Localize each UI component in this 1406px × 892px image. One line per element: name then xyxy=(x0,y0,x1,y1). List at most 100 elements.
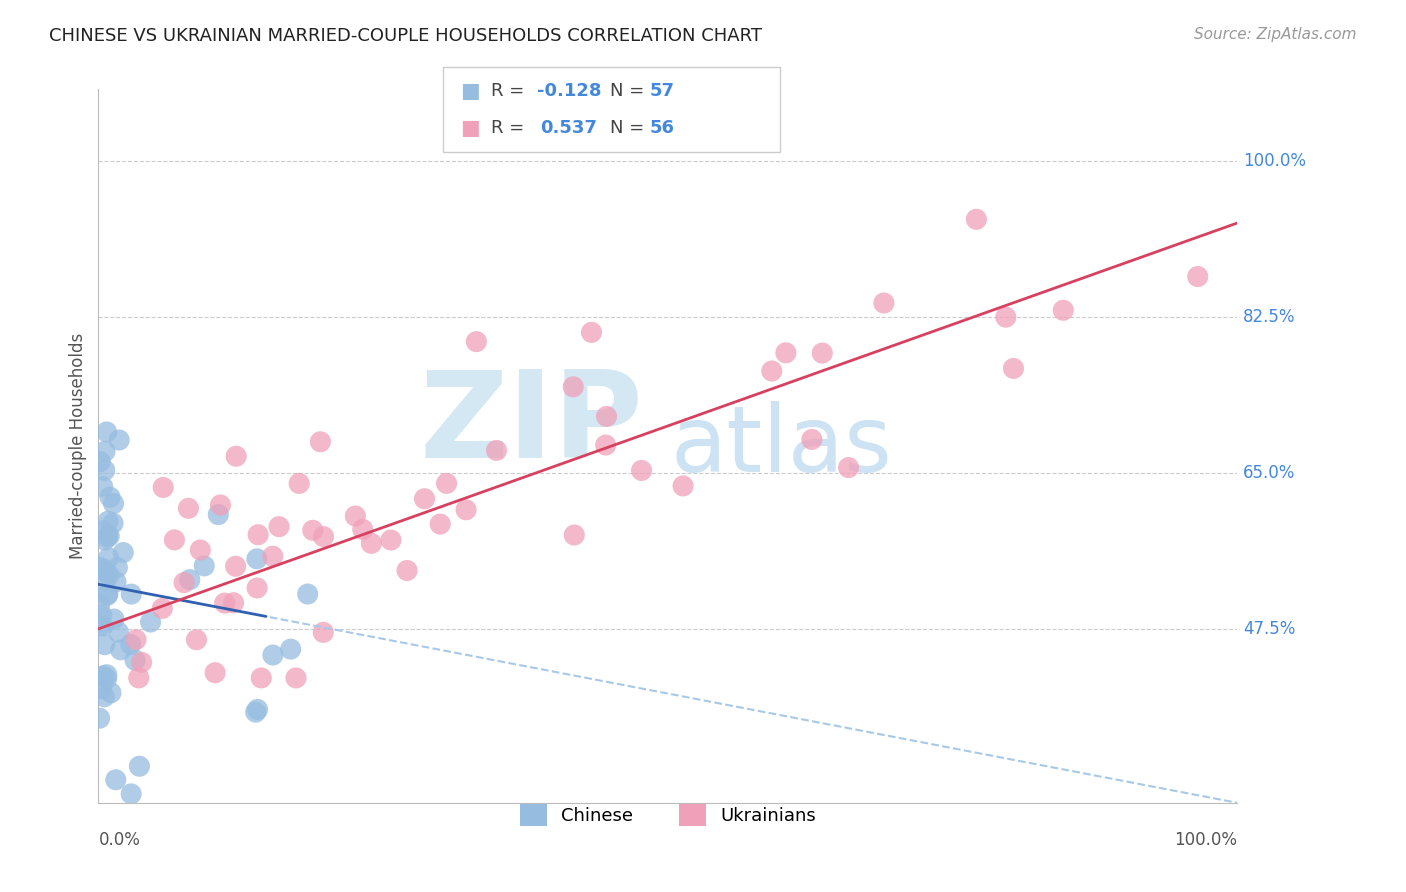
Chinese xyxy=(94,574,117,588)
Legend: Chinese, Ukrainians: Chinese, Ukrainians xyxy=(513,797,823,833)
Chinese xyxy=(245,705,267,719)
Chinese xyxy=(96,672,118,686)
Chinese xyxy=(179,573,201,587)
Chinese xyxy=(246,702,269,716)
Ukrainians xyxy=(761,364,783,378)
Ukrainians xyxy=(150,601,173,615)
Ukrainians xyxy=(672,479,695,493)
Ukrainians xyxy=(965,212,987,227)
Chinese xyxy=(120,637,142,651)
Chinese xyxy=(94,444,117,458)
Chinese xyxy=(97,550,120,565)
Ukrainians xyxy=(250,671,273,685)
Chinese xyxy=(103,612,125,626)
Ukrainians xyxy=(352,523,374,537)
Chinese xyxy=(93,638,115,652)
Chinese xyxy=(96,566,118,580)
Chinese xyxy=(97,514,120,528)
Chinese xyxy=(107,625,129,640)
Ukrainians xyxy=(152,480,174,494)
Ukrainians xyxy=(225,449,247,463)
Chinese xyxy=(91,619,114,633)
Ukrainians xyxy=(465,334,488,349)
Ukrainians xyxy=(413,491,436,506)
Ukrainians xyxy=(128,671,150,685)
Ukrainians xyxy=(775,346,797,360)
Chinese xyxy=(89,618,111,632)
Ukrainians xyxy=(177,501,200,516)
Chinese xyxy=(97,587,120,601)
Chinese xyxy=(90,607,112,622)
Chinese xyxy=(96,667,118,681)
Ukrainians xyxy=(380,533,402,547)
Ukrainians xyxy=(312,530,335,544)
Chinese xyxy=(89,455,111,469)
Chinese xyxy=(207,508,229,522)
Text: 82.5%: 82.5% xyxy=(1243,308,1295,326)
Chinese xyxy=(96,425,118,439)
Text: ZIP: ZIP xyxy=(419,366,643,483)
Chinese xyxy=(93,562,115,576)
Chinese xyxy=(91,669,114,683)
Chinese xyxy=(120,587,142,601)
Chinese xyxy=(104,574,127,589)
Text: 47.5%: 47.5% xyxy=(1243,620,1295,638)
Ukrainians xyxy=(125,632,148,647)
Ukrainians xyxy=(344,509,367,524)
Chinese xyxy=(94,463,117,477)
Ukrainians xyxy=(595,438,617,452)
Chinese xyxy=(280,642,302,657)
Chinese xyxy=(297,587,319,601)
Ukrainians xyxy=(838,460,860,475)
Ukrainians xyxy=(131,656,153,670)
Ukrainians xyxy=(595,409,617,424)
Ukrainians xyxy=(188,543,211,558)
Chinese xyxy=(93,690,115,704)
Chinese xyxy=(96,530,118,544)
Chinese xyxy=(124,653,146,667)
Chinese xyxy=(112,545,135,559)
Ukrainians xyxy=(209,498,232,512)
Text: N =: N = xyxy=(610,82,650,100)
Text: R =: R = xyxy=(491,82,530,100)
Ukrainians xyxy=(262,549,284,564)
Ukrainians xyxy=(1052,303,1074,318)
Chinese xyxy=(91,480,114,494)
Text: 57: 57 xyxy=(650,82,675,100)
Text: Source: ZipAtlas.com: Source: ZipAtlas.com xyxy=(1194,27,1357,42)
Ukrainians xyxy=(225,559,247,574)
Ukrainians xyxy=(630,463,652,477)
Chinese xyxy=(93,533,115,547)
Text: 0.537: 0.537 xyxy=(540,119,596,136)
Ukrainians xyxy=(312,625,335,640)
Ukrainians xyxy=(309,434,332,449)
Ukrainians xyxy=(288,476,311,491)
Ukrainians xyxy=(173,575,195,590)
Ukrainians xyxy=(247,527,270,541)
Chinese xyxy=(101,516,124,531)
Ukrainians xyxy=(454,503,477,517)
Ukrainians xyxy=(301,524,323,538)
Text: N =: N = xyxy=(610,119,650,136)
Ukrainians xyxy=(395,564,418,578)
Ukrainians xyxy=(994,310,1017,325)
Text: 65.0%: 65.0% xyxy=(1243,464,1295,482)
Ukrainians xyxy=(222,596,245,610)
Ukrainians xyxy=(429,517,451,532)
Chinese xyxy=(110,643,132,657)
Ukrainians xyxy=(1187,269,1209,284)
Chinese xyxy=(98,568,121,582)
Ukrainians xyxy=(800,433,823,447)
Chinese xyxy=(97,528,120,542)
Ukrainians xyxy=(1002,361,1025,376)
Text: 56: 56 xyxy=(650,119,675,136)
Chinese xyxy=(104,772,127,787)
Chinese xyxy=(89,598,111,612)
Ukrainians xyxy=(285,671,308,685)
Text: ■: ■ xyxy=(460,118,479,138)
Text: ■: ■ xyxy=(460,80,479,101)
Text: R =: R = xyxy=(491,119,530,136)
Ukrainians xyxy=(811,346,834,360)
Ukrainians xyxy=(562,528,585,542)
Chinese xyxy=(103,496,125,510)
